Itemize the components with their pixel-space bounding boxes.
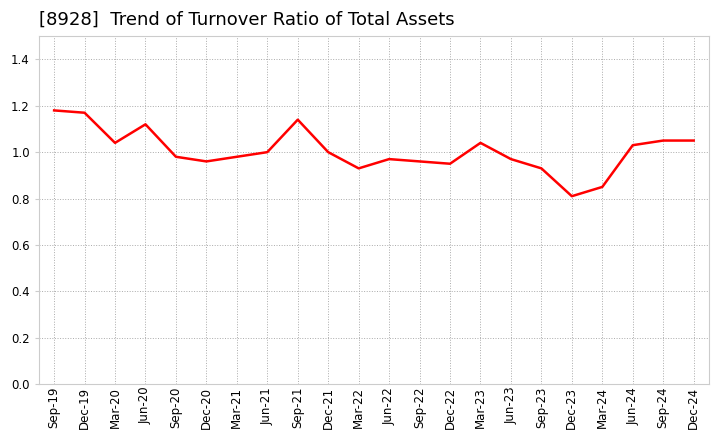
Text: [8928]  Trend of Turnover Ratio of Total Assets: [8928] Trend of Turnover Ratio of Total … <box>39 11 454 29</box>
